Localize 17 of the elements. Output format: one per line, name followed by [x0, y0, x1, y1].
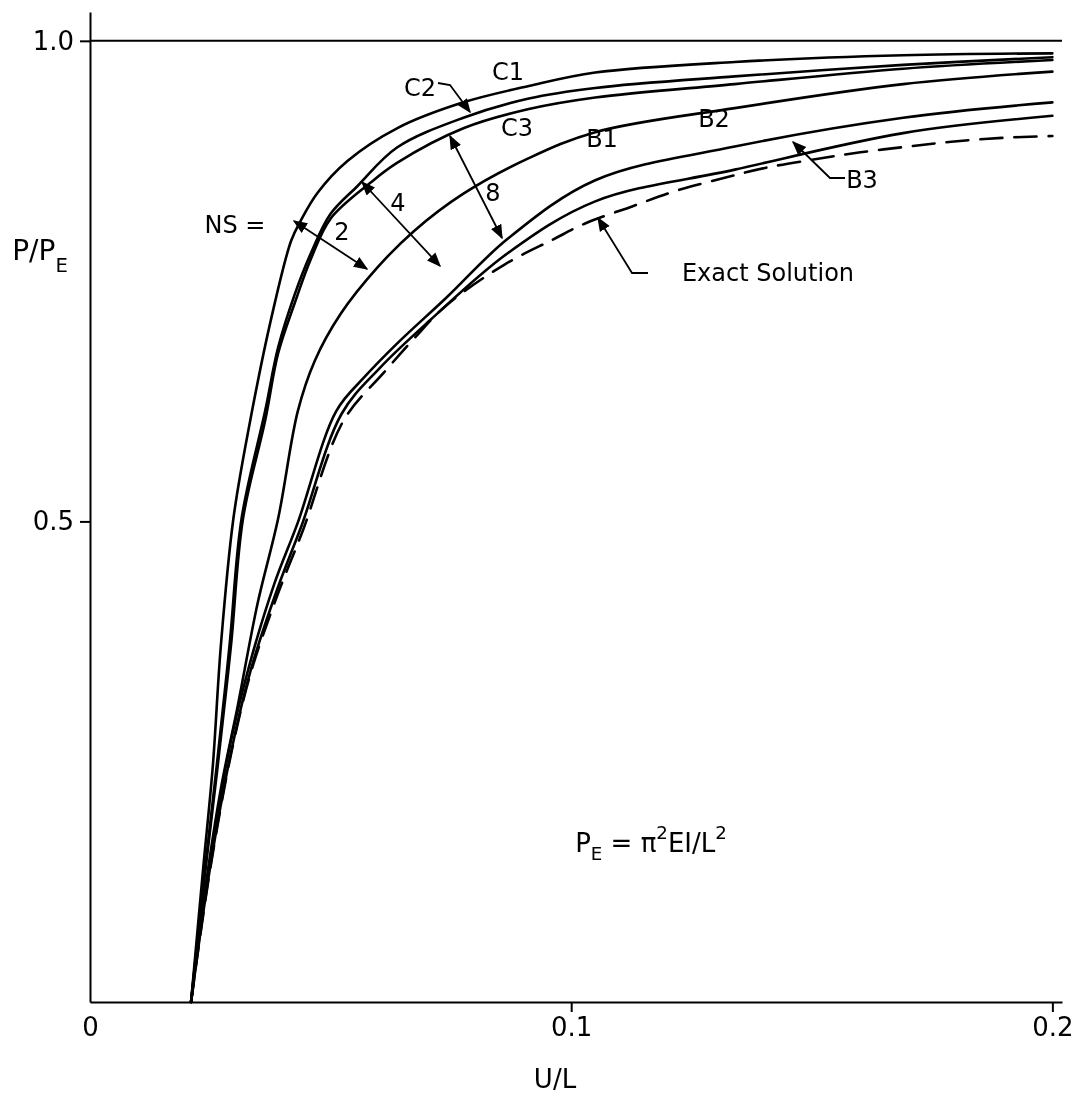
x-tick-label: 0	[82, 1012, 99, 1043]
x-axis-title: U/L	[533, 1064, 577, 1094]
x-tick-label: 0.2	[1032, 1012, 1074, 1043]
annotation: B3	[846, 166, 878, 194]
annotation: 8	[485, 179, 501, 207]
y-tick-label: 0.5	[32, 506, 74, 537]
y-axis-title: P/P$_{E}$	[12, 234, 68, 277]
annotation: C3	[500, 114, 534, 142]
annotation: C1	[491, 58, 525, 86]
annotation: P$_{E}$ = π$^{2}$EI/L$^{2}$	[575, 822, 727, 864]
y-tick-label: 1.0	[32, 25, 74, 56]
annotation: 4	[390, 189, 406, 217]
x-tick-label: 0.1	[551, 1012, 593, 1043]
annotation: Exact Solution	[681, 259, 855, 287]
annotation: NS =	[204, 211, 266, 239]
annotation: C2	[403, 74, 437, 102]
annotation: 2	[334, 218, 350, 246]
